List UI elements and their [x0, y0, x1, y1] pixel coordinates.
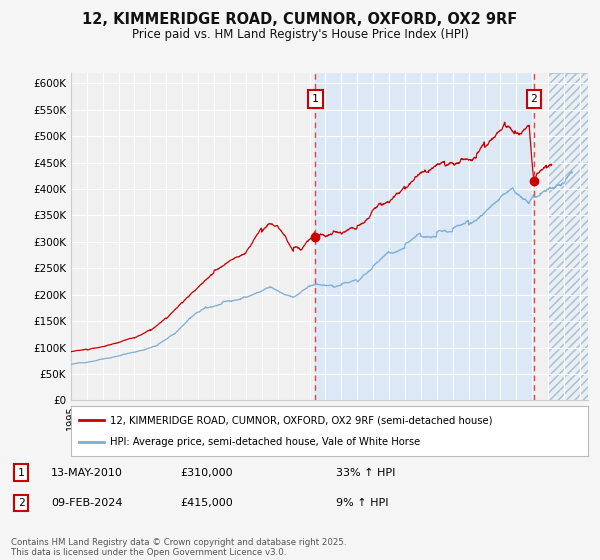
Text: 9% ↑ HPI: 9% ↑ HPI: [336, 498, 389, 508]
Text: 2: 2: [17, 498, 25, 508]
Text: Price paid vs. HM Land Registry's House Price Index (HPI): Price paid vs. HM Land Registry's House …: [131, 28, 469, 41]
Text: 12, KIMMERIDGE ROAD, CUMNOR, OXFORD, OX2 9RF: 12, KIMMERIDGE ROAD, CUMNOR, OXFORD, OX2…: [82, 12, 518, 27]
Text: 13-MAY-2010: 13-MAY-2010: [51, 468, 123, 478]
Text: 1: 1: [312, 94, 319, 104]
Text: 2: 2: [530, 94, 537, 104]
Text: 1: 1: [17, 468, 25, 478]
Text: £310,000: £310,000: [180, 468, 233, 478]
Bar: [548, 73, 588, 400]
Text: 33% ↑ HPI: 33% ↑ HPI: [336, 468, 395, 478]
Text: 12, KIMMERIDGE ROAD, CUMNOR, OXFORD, OX2 9RF (semi-detached house): 12, KIMMERIDGE ROAD, CUMNOR, OXFORD, OX2…: [110, 415, 492, 425]
Text: 09-FEB-2024: 09-FEB-2024: [51, 498, 122, 508]
Text: £415,000: £415,000: [180, 498, 233, 508]
Text: HPI: Average price, semi-detached house, Vale of White Horse: HPI: Average price, semi-detached house,…: [110, 437, 420, 447]
Bar: [316, 73, 534, 400]
Text: Contains HM Land Registry data © Crown copyright and database right 2025.
This d: Contains HM Land Registry data © Crown c…: [11, 538, 346, 557]
